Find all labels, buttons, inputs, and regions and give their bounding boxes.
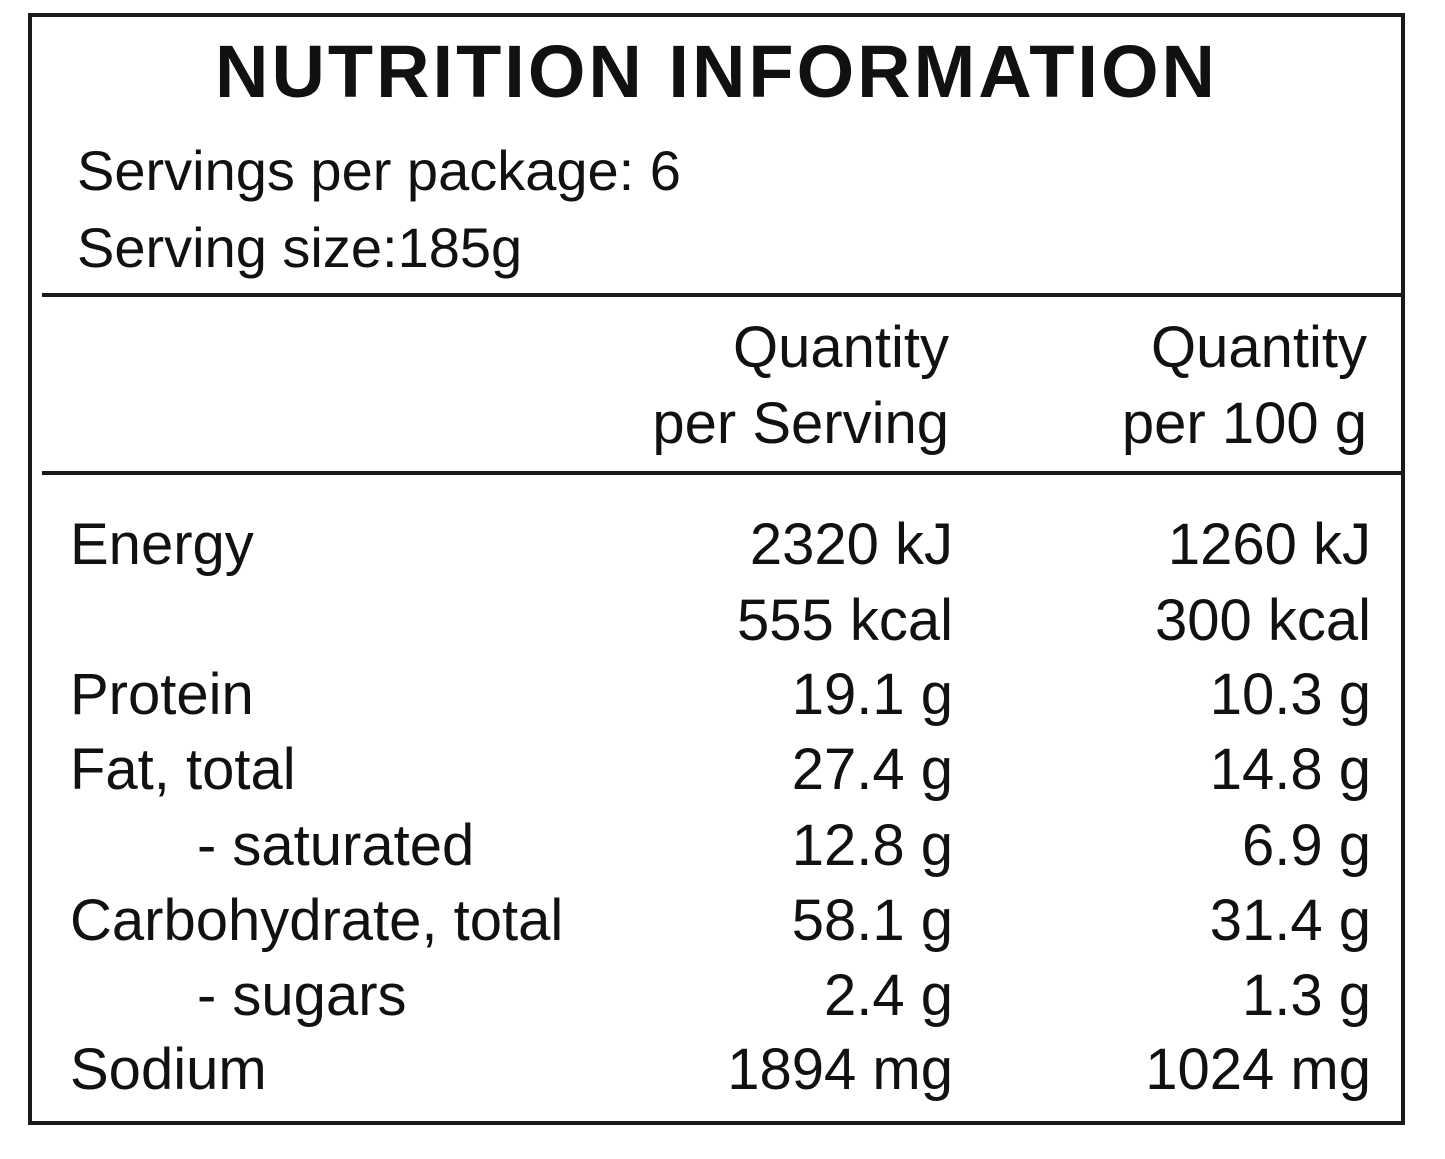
table-row-energy-kcal: 555 kcal 300 kcal (32, 592, 1401, 668)
row-label: Sodium (70, 1037, 267, 1102)
column-header-per-serving-line2: per Serving (652, 391, 949, 456)
row-label: Fat, total (70, 737, 296, 802)
table-row-saturated: - saturated 12.8 g 6.9 g (32, 817, 1401, 893)
value-per-serving: 2320 kJ (749, 512, 953, 577)
value-per-100g: 1.3 g (1242, 963, 1371, 1028)
value-per-100g: 31.4 g (1209, 888, 1371, 953)
value-per-100g: 10.3 g (1209, 662, 1371, 727)
value-per-100g: 1024 mg (1145, 1037, 1371, 1102)
value-per-serving: 12.8 g (791, 813, 953, 878)
table-row-energy-kj: Energy 2320 kJ 1260 kJ (32, 516, 1401, 592)
value-per-serving: 555 kcal (736, 588, 953, 653)
row-label: - saturated (197, 813, 475, 878)
row-label: Protein (70, 662, 254, 727)
value-per-100g: 1260 kJ (1167, 512, 1371, 577)
value-per-serving: 19.1 g (791, 662, 953, 727)
row-label: Energy (70, 512, 254, 577)
table-row-carbohydrate-total: Carbohydrate, total 58.1 g 31.4 g (32, 892, 1401, 968)
serving-size: Serving size:185g (77, 216, 523, 279)
column-header-per-100g-line2: per 100 g (1121, 391, 1367, 456)
nutrition-panel: NUTRITION INFORMATION Servings per packa… (28, 13, 1405, 1125)
column-header-per-100g-line1: Quantity (1151, 315, 1367, 380)
column-header-per-serving-line1: Quantity (733, 315, 949, 380)
divider-header (42, 471, 1401, 475)
value-per-serving: 58.1 g (791, 888, 953, 953)
panel-title: NUTRITION INFORMATION (215, 30, 1218, 113)
value-per-serving: 1894 mg (727, 1037, 953, 1102)
servings-per-package: Servings per package: 6 (77, 139, 681, 202)
value-per-serving: 2.4 g (824, 963, 953, 1028)
value-per-100g: 6.9 g (1242, 813, 1371, 878)
value-per-serving: 27.4 g (791, 737, 953, 802)
table-row-sodium: Sodium 1894 mg 1024 mg (32, 1041, 1401, 1117)
value-per-100g: 14.8 g (1209, 737, 1371, 802)
table-row-protein: Protein 19.1 g 10.3 g (32, 666, 1401, 742)
row-label: - sugars (197, 963, 407, 1028)
table-row-sugars: - sugars 2.4 g 1.3 g (32, 967, 1401, 1043)
table-row-fat-total: Fat, total 27.4 g 14.8 g (32, 741, 1401, 817)
value-per-100g: 300 kcal (1154, 588, 1371, 653)
row-label: Carbohydrate, total (70, 888, 564, 953)
divider-top (42, 293, 1401, 297)
